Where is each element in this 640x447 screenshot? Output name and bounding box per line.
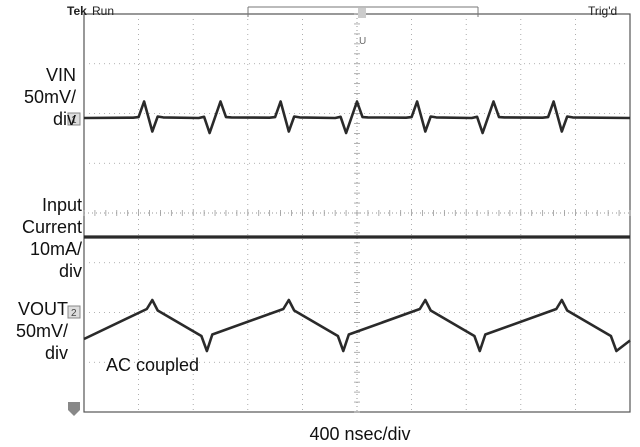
ch1-marker-label: 1 — [71, 115, 77, 126]
vout-trace — [83, 298, 631, 353]
ch3-ground-marker-icon — [68, 402, 80, 416]
input-current-label: Input Current 10mA/ div — [0, 194, 82, 282]
iin-label-line2: Current — [21, 217, 82, 237]
trigger-status-label: Trig'd — [588, 4, 617, 18]
trigger-position-marker — [358, 8, 366, 18]
ch2-marker-label: 2 — [71, 308, 77, 319]
ch1-ground-marker — [67, 112, 81, 126]
vout-label-line2: 50mV/ — [15, 321, 68, 341]
vout-label: VOUT 50mV/ div — [0, 298, 68, 364]
graticule — [83, 13, 631, 413]
timebase-label: 400 nsec/div — [309, 424, 411, 444]
trigger-point-icon: U — [359, 36, 366, 47]
vin-trace — [83, 100, 631, 135]
vin-label-line2: 50mV/ — [23, 87, 76, 107]
vout-label-line1: VOUT — [17, 299, 68, 319]
vout-label-line3: div — [44, 343, 68, 363]
run-status-label: Run — [92, 4, 114, 18]
scope-header: Tek Run Trig'd — [67, 4, 617, 18]
vin-label-line1: VIN — [45, 65, 76, 85]
vin-label: VIN 50mV/ div — [0, 64, 76, 130]
traces — [83, 100, 631, 353]
iin-label-line1: Input — [41, 195, 82, 215]
iin-label-line4: div — [58, 261, 82, 281]
vin-label-line3: div — [52, 109, 76, 129]
ch2-ground-marker — [67, 305, 81, 319]
iin-label-line3: 10mA/ — [29, 239, 82, 259]
channel-markers: 1 2 — [67, 112, 81, 416]
ac-coupled-note: AC coupled — [106, 355, 200, 375]
brand-label: Tek — [67, 4, 87, 18]
